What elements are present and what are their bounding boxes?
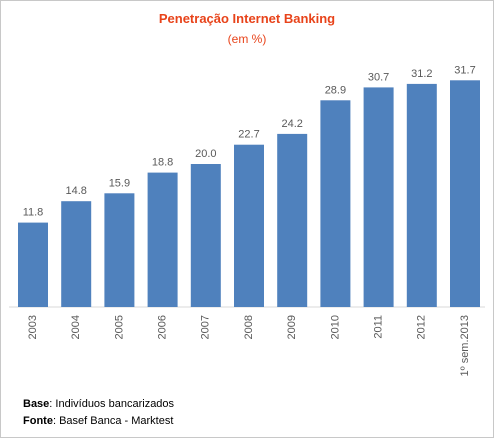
bar-1 — [61, 201, 92, 307]
x-tick-label-7: 2010 — [329, 315, 341, 339]
x-tick-label-4: 2007 — [200, 315, 212, 339]
bar-8 — [363, 87, 394, 308]
data-label-8: 30.7 — [368, 71, 389, 83]
bar-0 — [18, 222, 48, 307]
bar-10 — [450, 80, 480, 307]
x-tick-label-1: 2004 — [70, 315, 82, 339]
data-label-7: 28.9 — [325, 84, 346, 96]
x-tick-label-9: 2012 — [416, 315, 428, 339]
x-tick-label-0: 2003 — [27, 315, 39, 339]
data-label-9: 31.2 — [411, 68, 432, 80]
bar-4 — [190, 164, 221, 307]
bar-2 — [104, 193, 135, 307]
footnote-base-text: : Indivíduos bancarizados — [49, 398, 175, 410]
data-label-2: 15.9 — [109, 177, 130, 189]
chart-title: Penetração Internet Banking — [158, 11, 336, 26]
bar-5 — [234, 144, 264, 307]
x-tick-label-5: 2008 — [243, 315, 255, 339]
data-label-10: 31.7 — [454, 64, 475, 76]
x-tick-label-8: 2011 — [373, 315, 385, 339]
footnote-source-label: Fonte — [23, 415, 53, 427]
bar-6 — [277, 133, 308, 307]
data-label-5: 22.7 — [238, 129, 259, 141]
footnote-source-text: : Basef Banca - Marktest — [52, 415, 174, 427]
data-label-1: 14.8 — [65, 185, 86, 197]
chart-subtitle: (em %) — [227, 32, 267, 46]
footnote-base-label: Base — [23, 398, 50, 410]
x-tick-label-3: 2006 — [157, 315, 169, 339]
x-tick-label-6: 2009 — [286, 315, 298, 339]
data-label-3: 18.8 — [152, 157, 173, 169]
data-label-4: 20.0 — [195, 148, 216, 160]
x-tick-label-10: 1º sem.2013 — [459, 315, 471, 377]
footnote-source: Fonte: Basef Banca - Marktest — [23, 413, 174, 430]
x-tick-label-2: 2005 — [113, 315, 125, 339]
bar-7 — [320, 100, 351, 307]
data-label-0: 11.8 — [23, 207, 44, 219]
bar-3 — [147, 172, 178, 307]
footnotes: Base: Indivíduos bancarizados Fonte: Bas… — [23, 396, 174, 430]
bar-9 — [406, 83, 437, 308]
footnote-base: Base: Indivíduos bancarizados — [23, 396, 174, 413]
data-label-6: 24.2 — [281, 118, 302, 130]
